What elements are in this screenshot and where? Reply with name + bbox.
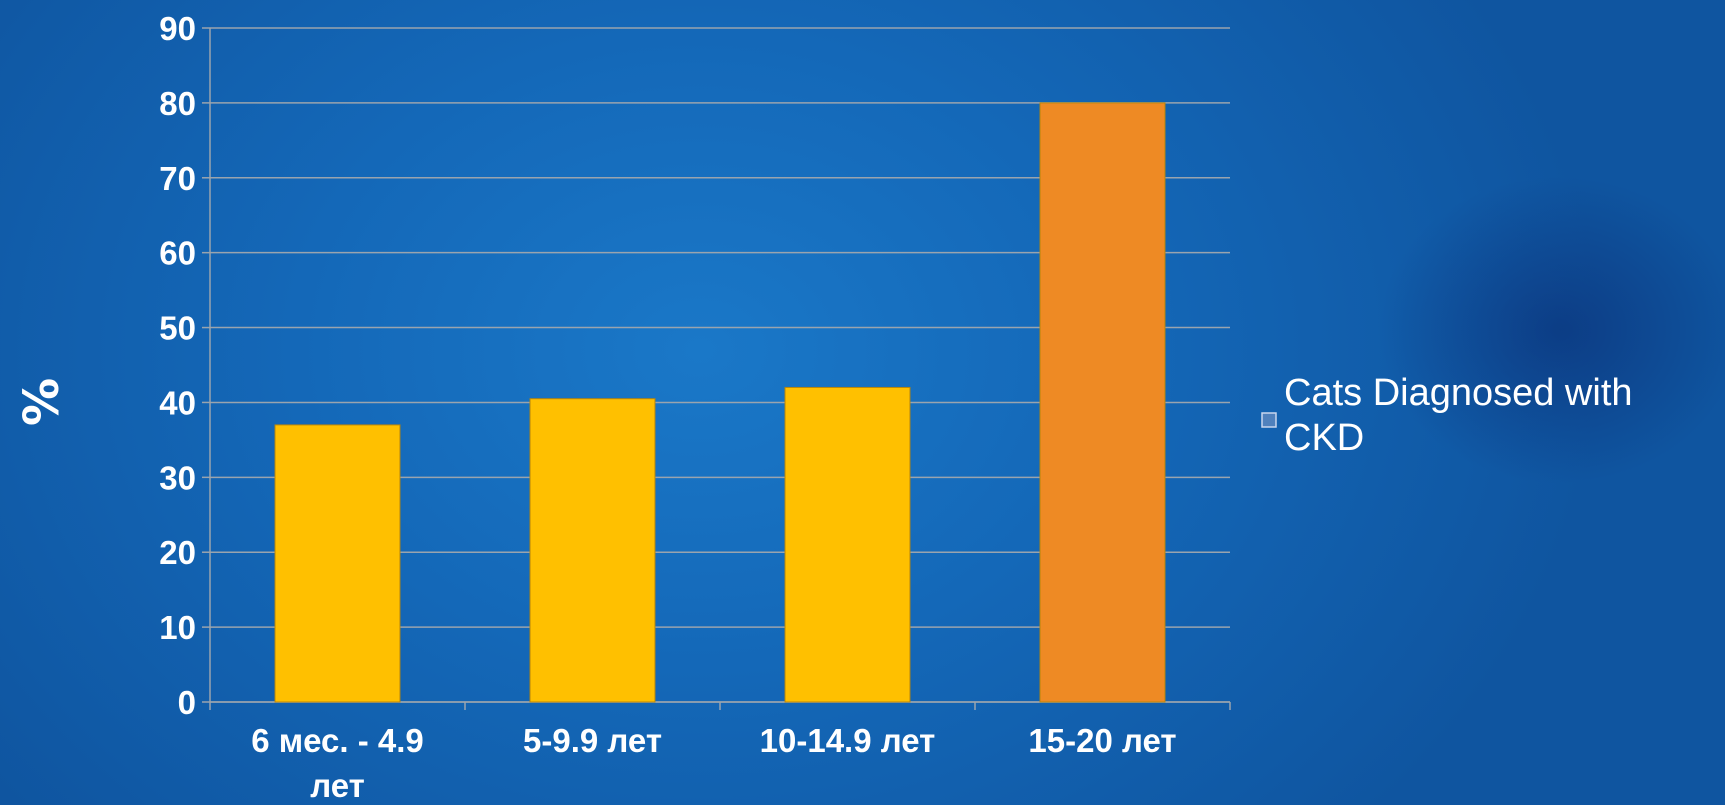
- x-category-label: 5-9.9 лет: [523, 722, 662, 759]
- y-tick-label: 0: [178, 684, 196, 721]
- bar: [1039, 102, 1166, 703]
- bar: [784, 386, 911, 703]
- legend-entry-label: Cats Diagnosed with: [1284, 372, 1633, 414]
- bars: [274, 102, 1166, 703]
- y-tick-label: 60: [159, 235, 196, 272]
- y-tick-label: 30: [159, 459, 196, 496]
- x-category-label-line: 6 мес. - 4.9: [251, 722, 424, 759]
- x-category-label-line: лет: [310, 767, 365, 804]
- legend-entry-label-line2: CKD: [1284, 417, 1364, 459]
- bar: [274, 424, 401, 703]
- x-category-label: 6 мес. - 4.9 лет: [251, 722, 424, 804]
- legend-swatch: [1261, 412, 1277, 428]
- x-category-labels: 6 мес. - 4.9 лет 5-9.9 лет 10-14.9 лет 15-20…: [251, 722, 1176, 804]
- bar: [529, 398, 656, 703]
- y-tick-label: 80: [159, 85, 196, 122]
- y-tick-label: 90: [159, 10, 196, 47]
- y-axis-label: %: [14, 378, 70, 426]
- x-category-label-line: 15-20 лет: [1028, 722, 1176, 759]
- legend: Cats Diagnosed with CKD: [1261, 372, 1633, 459]
- y-tick-labels: 0 10 20 30 40 50 60 70 80 90: [159, 10, 196, 721]
- x-category-label: 15-20 лет: [1028, 722, 1176, 759]
- x-category-label-line: 5-9.9 лет: [523, 722, 662, 759]
- y-tick-label: 40: [159, 384, 196, 421]
- y-tick-label: 50: [159, 310, 196, 347]
- x-category-label-line: 10-14.9 лет: [760, 722, 936, 759]
- y-tick-label: 20: [159, 534, 196, 571]
- y-tick-label: 70: [159, 160, 196, 197]
- y-tick-label: 10: [159, 609, 196, 646]
- x-category-label: 10-14.9 лет: [760, 722, 936, 759]
